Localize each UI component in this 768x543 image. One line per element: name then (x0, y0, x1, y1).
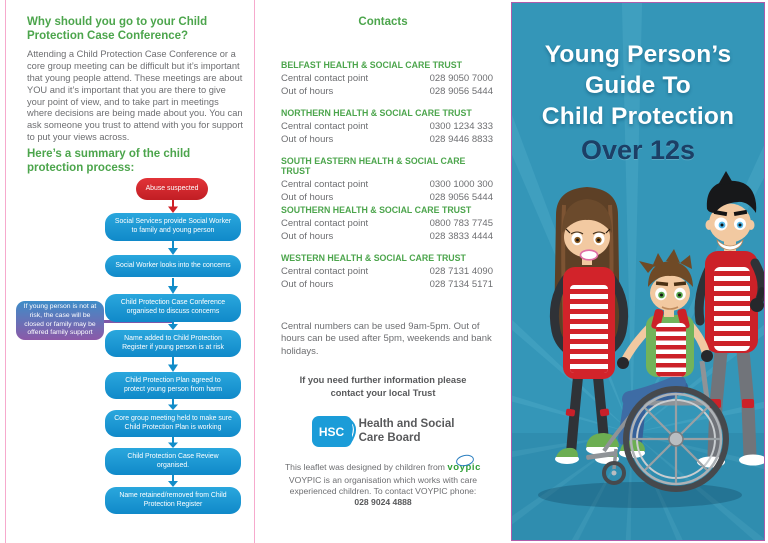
phone-number: 028 9056 5444 (429, 192, 493, 204)
phone-number: 028 9056 5444 (429, 86, 493, 98)
flow-step-case-review: Child Protection Case Review organised. (105, 448, 241, 475)
trust-block-southern: SOUTHERN HEALTH & SOCIAL CARE TRUST Cent… (281, 205, 493, 243)
hsc-logo: HSC (311, 416, 356, 447)
fold-line-left (5, 0, 6, 543)
flow-arrow-icon (167, 475, 179, 487)
flow-arrow-icon (167, 241, 179, 255)
phone-number: 028 9050 7000 (429, 73, 493, 84)
trust-block-south-eastern: SOUTH EASTERN HEALTH & SOCIAL CARE TRUST… (281, 156, 493, 204)
credit-line1: This leaflet was designed by children fr… (284, 462, 445, 472)
flow-arrow-icon (167, 399, 179, 410)
flow-arrow-icon (167, 437, 179, 448)
contact-label: Central contact point (281, 179, 369, 190)
flow-arrow-icon (167, 200, 179, 213)
boy-in-wheelchair (586, 249, 729, 492)
contact-label: Out of hours (281, 279, 334, 291)
flow-arrow-icon (167, 278, 179, 294)
phone-number: 028 7134 5171 (429, 279, 493, 291)
panel-cover: Young Person’s Guide To Child Protection… (511, 2, 765, 541)
phone-number: 0300 1234 333 (429, 121, 493, 132)
flow-step-case-conference: Child Protection Case Conference organis… (105, 294, 241, 322)
contact-label: Central contact point (281, 266, 369, 277)
hsc-board-name: Health and Social Care Board (358, 417, 455, 444)
panel-contacts: Contacts BELFAST HEALTH & SOCIAL CARE TR… (255, 0, 511, 543)
phone-number: 0800 783 7745 (429, 218, 493, 229)
contact-label: Central contact point (281, 73, 369, 84)
hsc-logo-row: HSC Health and Social Care Board (255, 416, 511, 447)
hours-note: Central numbers can be used 9am-5pm. Out… (281, 321, 492, 357)
girl-standing (549, 187, 629, 464)
boy-standing (694, 171, 764, 468)
trust-block-western: WESTERN HEALTH & SOCIAL CARE TRUST Centr… (281, 253, 493, 291)
phone-number: 028 9446 8833 (429, 134, 493, 146)
contact-label: Out of hours (281, 86, 334, 98)
contact-label: Out of hours (281, 231, 334, 243)
flow-side-note: If young person is not at risk, the case… (16, 301, 104, 340)
contact-label: Out of hours (281, 192, 334, 204)
fold-line-middle (254, 0, 255, 543)
trust-name: SOUTHERN HEALTH & SOCIAL CARE TRUST (281, 205, 472, 215)
hsc-logo-text: HSC (318, 424, 345, 439)
panel-why-attend: Why should you go to your Child Protecti… (6, 0, 254, 543)
left-title: Why should you go to your Child Protecti… (27, 16, 208, 43)
cover-subtitle-over-12s: Over 12s (580, 135, 696, 165)
contact-label: Out of hours (281, 134, 334, 146)
trust-block-northern: NORTHERN HEALTH & SOCIAL CARE TRUST Cent… (281, 108, 493, 146)
contact-label: Central contact point (281, 121, 369, 132)
credit-line2: VOYPIC is an organisation which works wi… (288, 474, 478, 496)
summary-heading: Here’s a summary of the child protection… (27, 148, 191, 175)
contacts-title: Contacts (358, 16, 408, 28)
contact-label: Central contact point (281, 218, 369, 229)
flow-arrow-icon (167, 357, 179, 372)
credit-block: This leaflet was designed by children fr… (267, 453, 499, 509)
phone-number: 028 7131 4090 (429, 266, 493, 277)
flow-step-abuse-suspected: Abuse suspected (136, 178, 208, 200)
voypic-phone: 028 9024 4888 (354, 497, 412, 508)
flow-step-core-group: Core group meeting held to make sure Chi… (105, 410, 241, 437)
flow-step-plan-agreed: Child Protection Plan agreed to protect … (105, 372, 241, 399)
phone-number: 028 3833 4444 (429, 231, 493, 243)
further-info-note: If you need further information please c… (299, 375, 467, 399)
flow-step-name-retained: Name retained/removed from Child Protect… (105, 487, 241, 514)
cover-title-line3: Child Protection (541, 103, 735, 130)
cover-title-block: Young Person’s Guide To Child Protection… (512, 39, 764, 166)
trust-name: NORTHERN HEALTH & SOCIAL CARE TRUST (281, 108, 472, 118)
hsc-swoosh-icon (344, 418, 356, 445)
trust-name: SOUTH EASTERN HEALTH & SOCIAL CARE TRUST (281, 156, 466, 176)
left-body-text: Attending a Child Protection Case Confer… (27, 49, 244, 143)
phone-number: 0300 1000 300 (429, 179, 493, 190)
flow-step-social-worker: Social Worker looks into the concerns (105, 255, 241, 277)
voypic-logo: voypic (447, 453, 481, 473)
flow-step-name-added: Name added to Child Protection Register … (105, 330, 241, 357)
trust-name: BELFAST HEALTH & SOCIAL CARE TRUST (281, 60, 462, 70)
cover-title-line1: Young Person’s (544, 41, 732, 68)
trust-name: WESTERN HEALTH & SOCIAL CARE TRUST (281, 253, 466, 263)
flow-step-social-services: Social Services provide Social Worker to… (105, 213, 241, 241)
trust-block-belfast: BELFAST HEALTH & SOCIAL CARE TRUST Centr… (281, 60, 493, 98)
cover-title-line2: Guide To (585, 72, 691, 99)
cover-illustration-three-young-people-wheelchair (512, 3, 764, 540)
